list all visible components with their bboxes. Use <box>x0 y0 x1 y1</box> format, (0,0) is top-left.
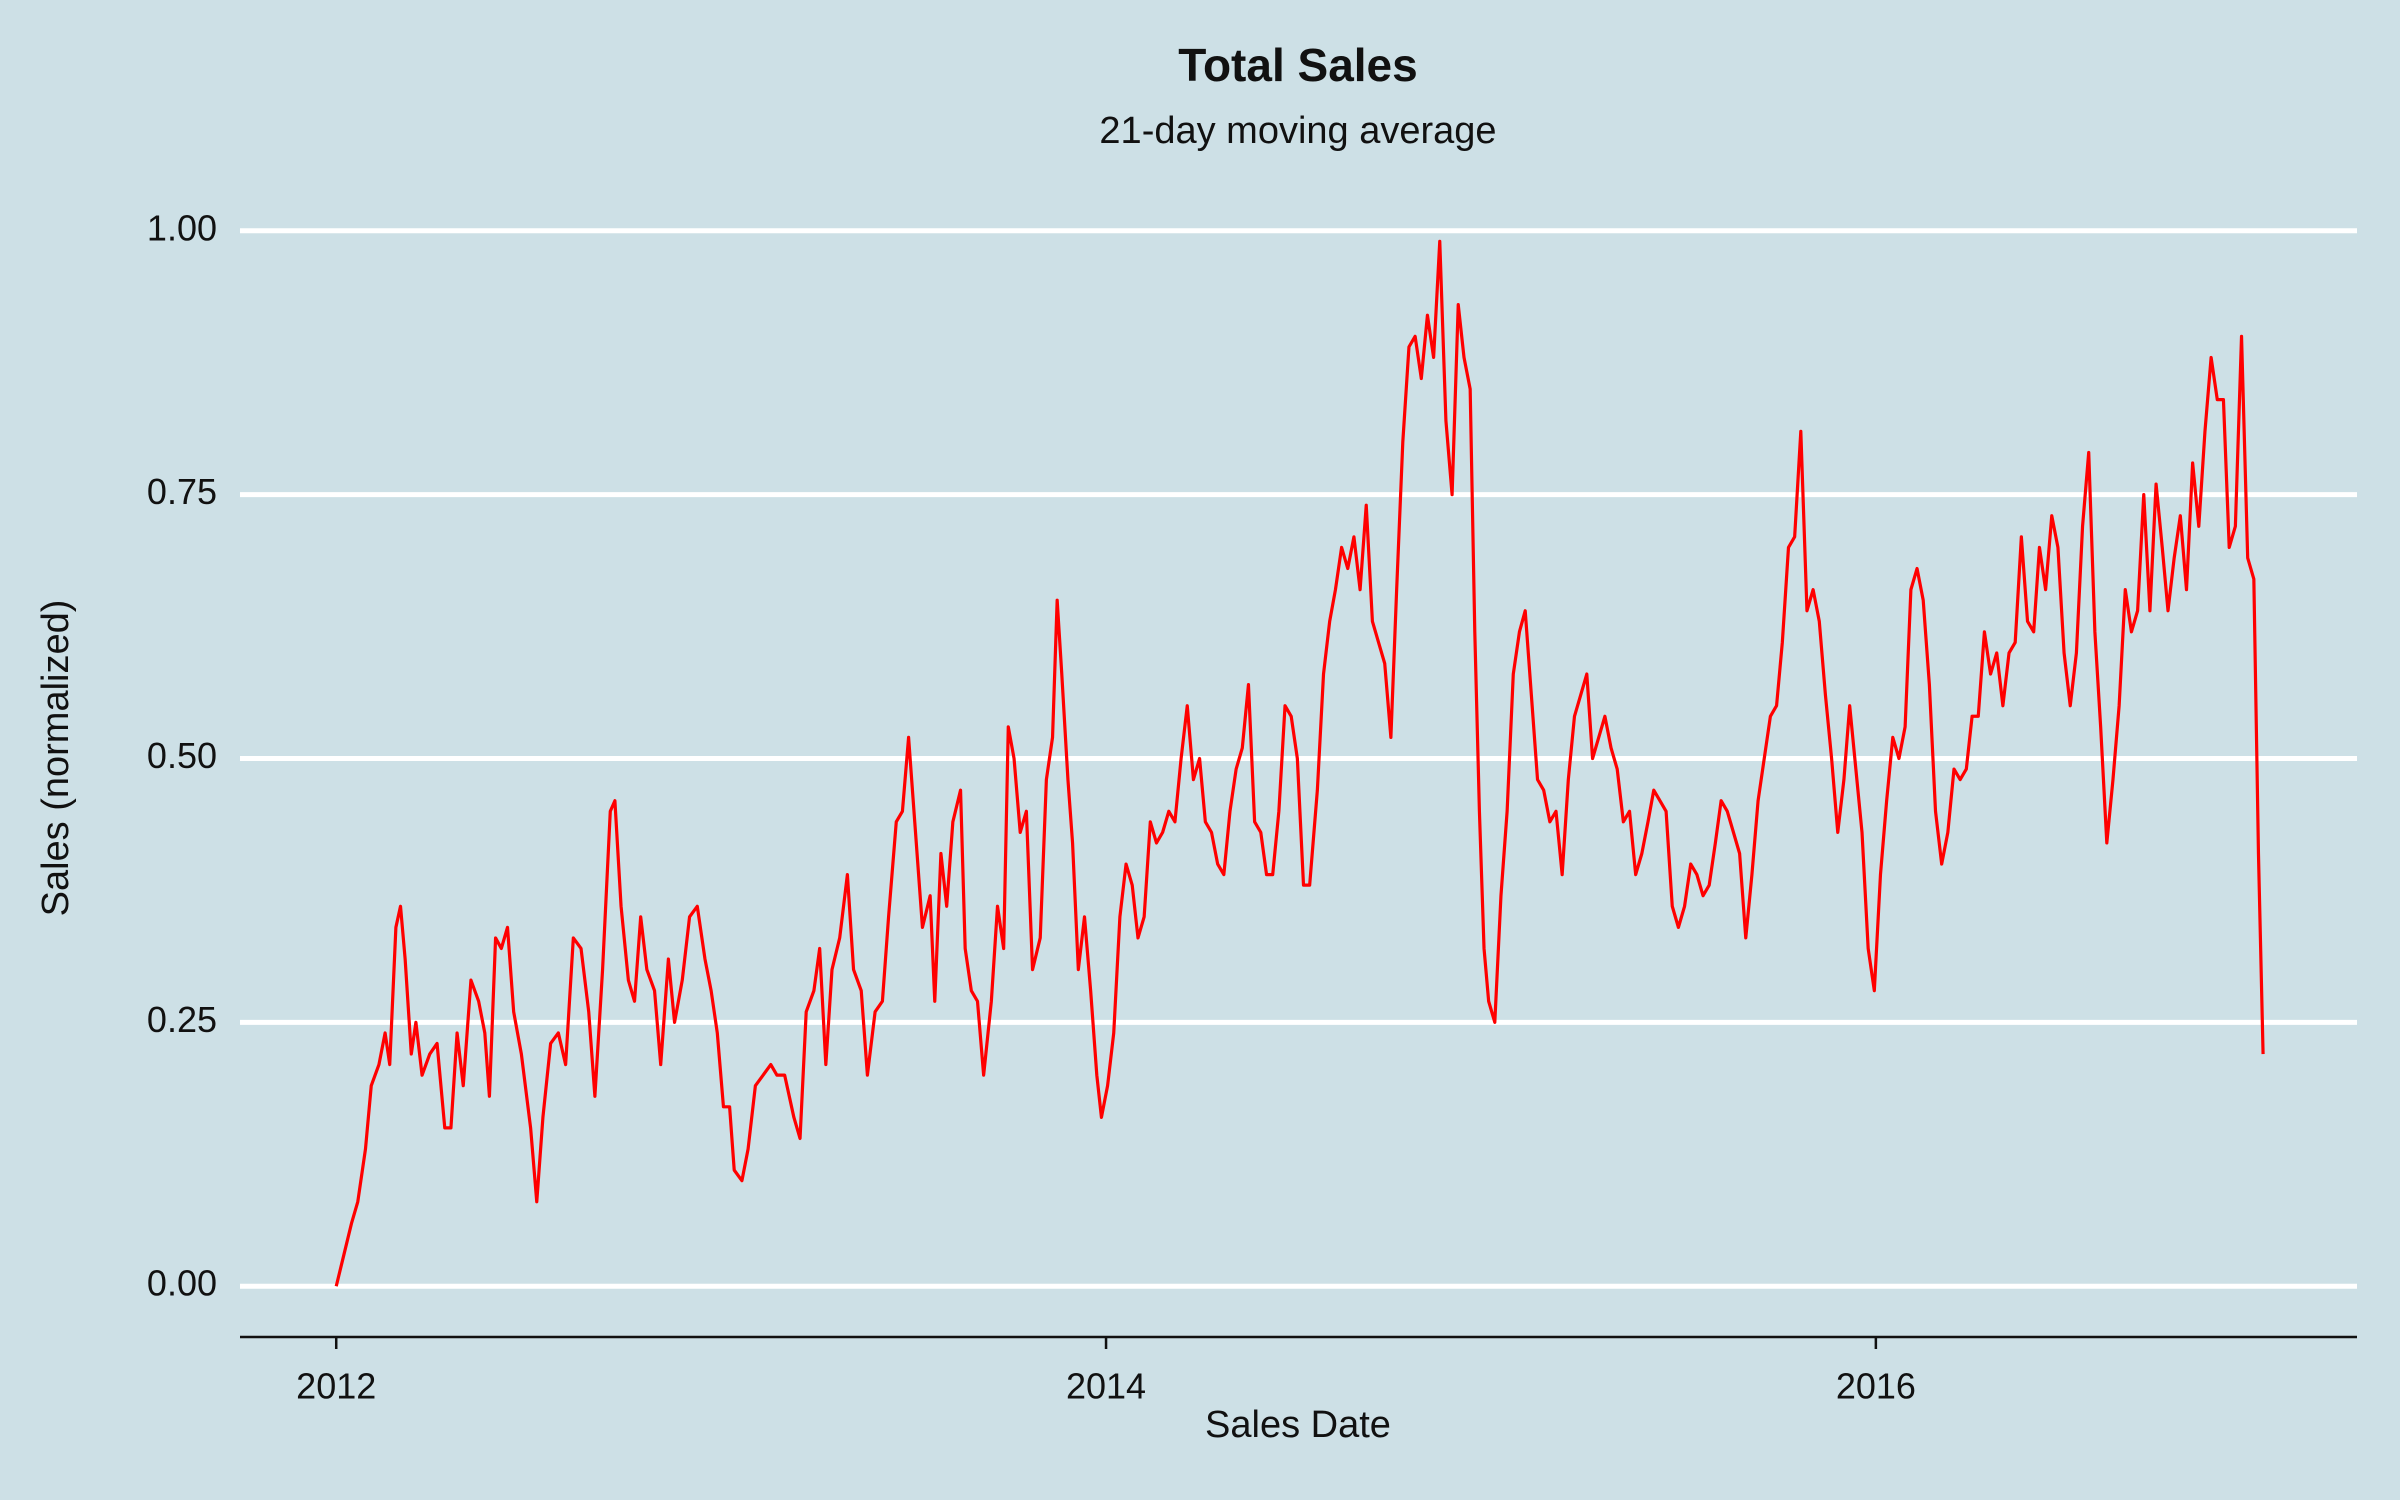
y-tick-label: 1.00 <box>147 207 217 248</box>
series-line <box>334 239 2265 1287</box>
x-tick-label: 2012 <box>296 1366 376 1407</box>
y-tick-label: 0.00 <box>147 1263 217 1304</box>
y-tick-label: 0.75 <box>147 471 217 512</box>
y-tick-label: 0.50 <box>147 735 217 776</box>
x-tick-label: 2016 <box>1836 1366 1916 1407</box>
x-axis-title: Sales Date <box>1205 1404 1391 1446</box>
y-axis-title: Sales (normalized) <box>35 600 77 917</box>
x-tick-label: 2014 <box>1066 1366 1146 1407</box>
chart-title: Total Sales <box>1178 39 1417 91</box>
chart-subtitle: 21-day moving average <box>1099 110 1496 152</box>
y-tick-label: 0.25 <box>147 999 217 1040</box>
